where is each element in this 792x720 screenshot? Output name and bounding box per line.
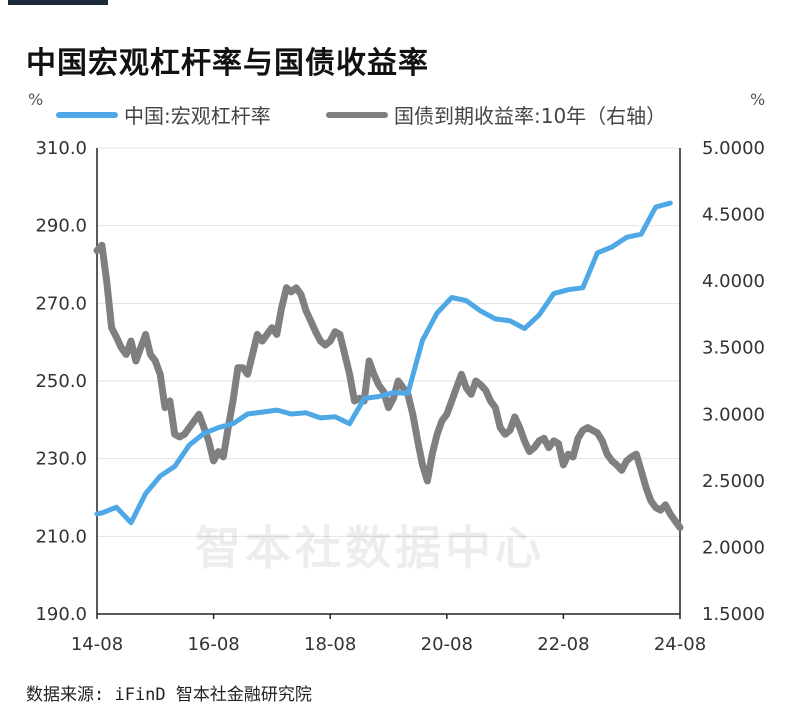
right-tick-label: 5.0000 xyxy=(702,138,765,159)
left-tick-label: 270.0 xyxy=(35,293,87,314)
top-accent-bar xyxy=(8,0,108,5)
right-tick-label: 2.5000 xyxy=(702,471,765,492)
x-tick-label: 16-08 xyxy=(187,634,239,655)
left-tick-label: 210.0 xyxy=(35,526,87,547)
legend-label-leverage: 中国:宏观杠杆率 xyxy=(124,104,271,128)
right-tick-label: 1.5000 xyxy=(702,604,765,625)
chart-title: 中国宏观杠杆率与国债收益率 xyxy=(26,46,429,81)
legend-entry-yield: 国债到期收益率:10年（右轴） xyxy=(326,100,666,129)
right-axis-unit: % xyxy=(750,90,766,109)
legend-swatch-gray xyxy=(326,111,388,118)
legend: % 中国:宏观杠杆率 国债到期收益率:10年（右轴） % xyxy=(22,88,782,128)
left-tick-label: 250.0 xyxy=(35,371,87,392)
legend-label-yield: 国债到期收益率:10年（右轴） xyxy=(394,104,667,128)
left-tick-label: 310.0 xyxy=(35,138,87,159)
legend-swatch-blue xyxy=(56,111,118,118)
x-tick-label: 20-08 xyxy=(421,634,473,655)
right-tick-label: 4.0000 xyxy=(702,271,765,292)
right-tick-label: 3.0000 xyxy=(702,404,765,425)
x-tick-label: 24-08 xyxy=(654,634,706,655)
left-axis-unit: % xyxy=(28,90,44,109)
series-line-leverage xyxy=(94,200,673,526)
watermark: 智本社数据中心 xyxy=(195,521,545,575)
x-tick-label: 22-08 xyxy=(537,634,589,655)
x-tick-label: 18-08 xyxy=(304,634,356,655)
legend-entry-leverage: 中国:宏观杠杆率 xyxy=(56,100,271,129)
right-tick-label: 4.5000 xyxy=(702,205,765,226)
x-tick-label: 14-08 xyxy=(71,634,123,655)
left-tick-label: 230.0 xyxy=(35,449,87,470)
left-tick-label: 290.0 xyxy=(35,216,87,237)
left-tick-label: 190.0 xyxy=(35,604,87,625)
right-tick-label: 3.5000 xyxy=(702,338,765,359)
data-source: 数据来源: iFinD 智本社金融研究院 xyxy=(26,685,312,705)
right-tick-label: 2.0000 xyxy=(702,537,765,558)
series-line-yield xyxy=(93,241,684,531)
